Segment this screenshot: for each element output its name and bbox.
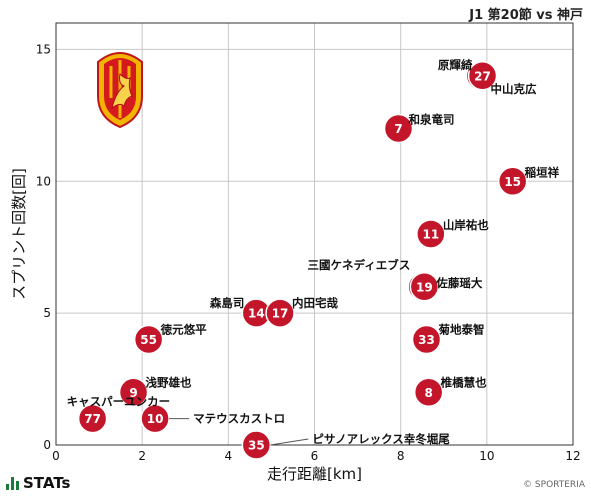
player-name-label: 森島司 xyxy=(210,296,245,310)
x-tick-label: 10 xyxy=(479,449,494,463)
player-name-label: 中山克広 xyxy=(491,82,537,96)
player-point xyxy=(467,61,498,91)
player-point xyxy=(413,377,444,407)
player-number: 8 xyxy=(424,386,432,400)
player-name-label: 菊地泰智 xyxy=(439,323,485,337)
plot-frame xyxy=(55,22,574,446)
player-name-label: 和泉竜司 xyxy=(409,113,455,127)
player-number: 27 xyxy=(474,69,491,83)
player-name-label: 原輝綺 xyxy=(438,58,473,72)
team-emblem-icon xyxy=(97,52,143,129)
player-number: 77 xyxy=(84,412,101,426)
player-name-label: 内田宅哉 xyxy=(292,296,338,310)
brand-name: STATs xyxy=(23,474,71,492)
player-number: 9 xyxy=(129,386,137,400)
copyright-credit: © SPORTERIA xyxy=(523,480,585,490)
x-tick-label: 0 xyxy=(52,449,60,463)
brand-logo: STATs xyxy=(6,474,70,492)
player-number: 14 xyxy=(248,307,265,321)
x-tick-label: 2 xyxy=(138,449,146,463)
player-point xyxy=(411,324,442,355)
player-point xyxy=(118,377,149,407)
player-name-label: 山岸祐也 xyxy=(443,218,489,232)
player-point xyxy=(265,298,295,328)
player-number: 11 xyxy=(422,228,439,242)
player-name-label: 稲垣祥 xyxy=(525,165,560,179)
player-name-label: 徳元悠平 xyxy=(160,323,207,337)
player-number: 7 xyxy=(394,122,402,136)
player-point xyxy=(416,219,446,249)
player-point xyxy=(383,113,414,144)
player-number: 10 xyxy=(147,412,164,426)
y-tick-label: 10 xyxy=(36,174,51,188)
player-name-label: ピサノアレックス幸冬堀尾 xyxy=(312,432,450,446)
player-name-label: 三國ケネディエブス xyxy=(308,258,411,272)
player-point xyxy=(409,272,440,302)
y-tick-label: 15 xyxy=(36,42,51,56)
x-tick-label: 4 xyxy=(225,449,233,463)
player-number: 15 xyxy=(504,175,521,189)
player-point xyxy=(77,403,108,434)
label-leader-line xyxy=(270,438,309,446)
player-number: 19 xyxy=(416,280,433,294)
player-point xyxy=(497,166,528,196)
bar-chart-icon xyxy=(6,476,19,490)
player-name-label: マテウスカストロ xyxy=(193,412,285,426)
player-number: 35 xyxy=(248,439,265,453)
player-name-label: 佐藤瑶大 xyxy=(435,276,482,290)
x-tick-label: 12 xyxy=(565,449,580,463)
player-name-label: キャスパーユンカー xyxy=(67,395,171,409)
player-point xyxy=(133,324,164,355)
player-number: 17 xyxy=(272,307,289,321)
player-name-label: 椎橋慧也 xyxy=(440,375,487,389)
x-axis-label: 走行距離[km] xyxy=(267,465,362,483)
x-tick-label: 6 xyxy=(311,449,319,463)
player-number: 55 xyxy=(140,333,157,347)
player-name-label: 浅野雄也 xyxy=(146,375,192,389)
chart-title: J1 第20節 vs 神戸 xyxy=(469,8,583,23)
x-tick-label: 8 xyxy=(397,449,405,463)
player-number: 33 xyxy=(418,333,435,347)
y-tick-label: 5 xyxy=(43,306,51,320)
y-tick-label: 0 xyxy=(43,438,51,452)
y-axis-label: スプリント回数[回] xyxy=(10,168,28,300)
